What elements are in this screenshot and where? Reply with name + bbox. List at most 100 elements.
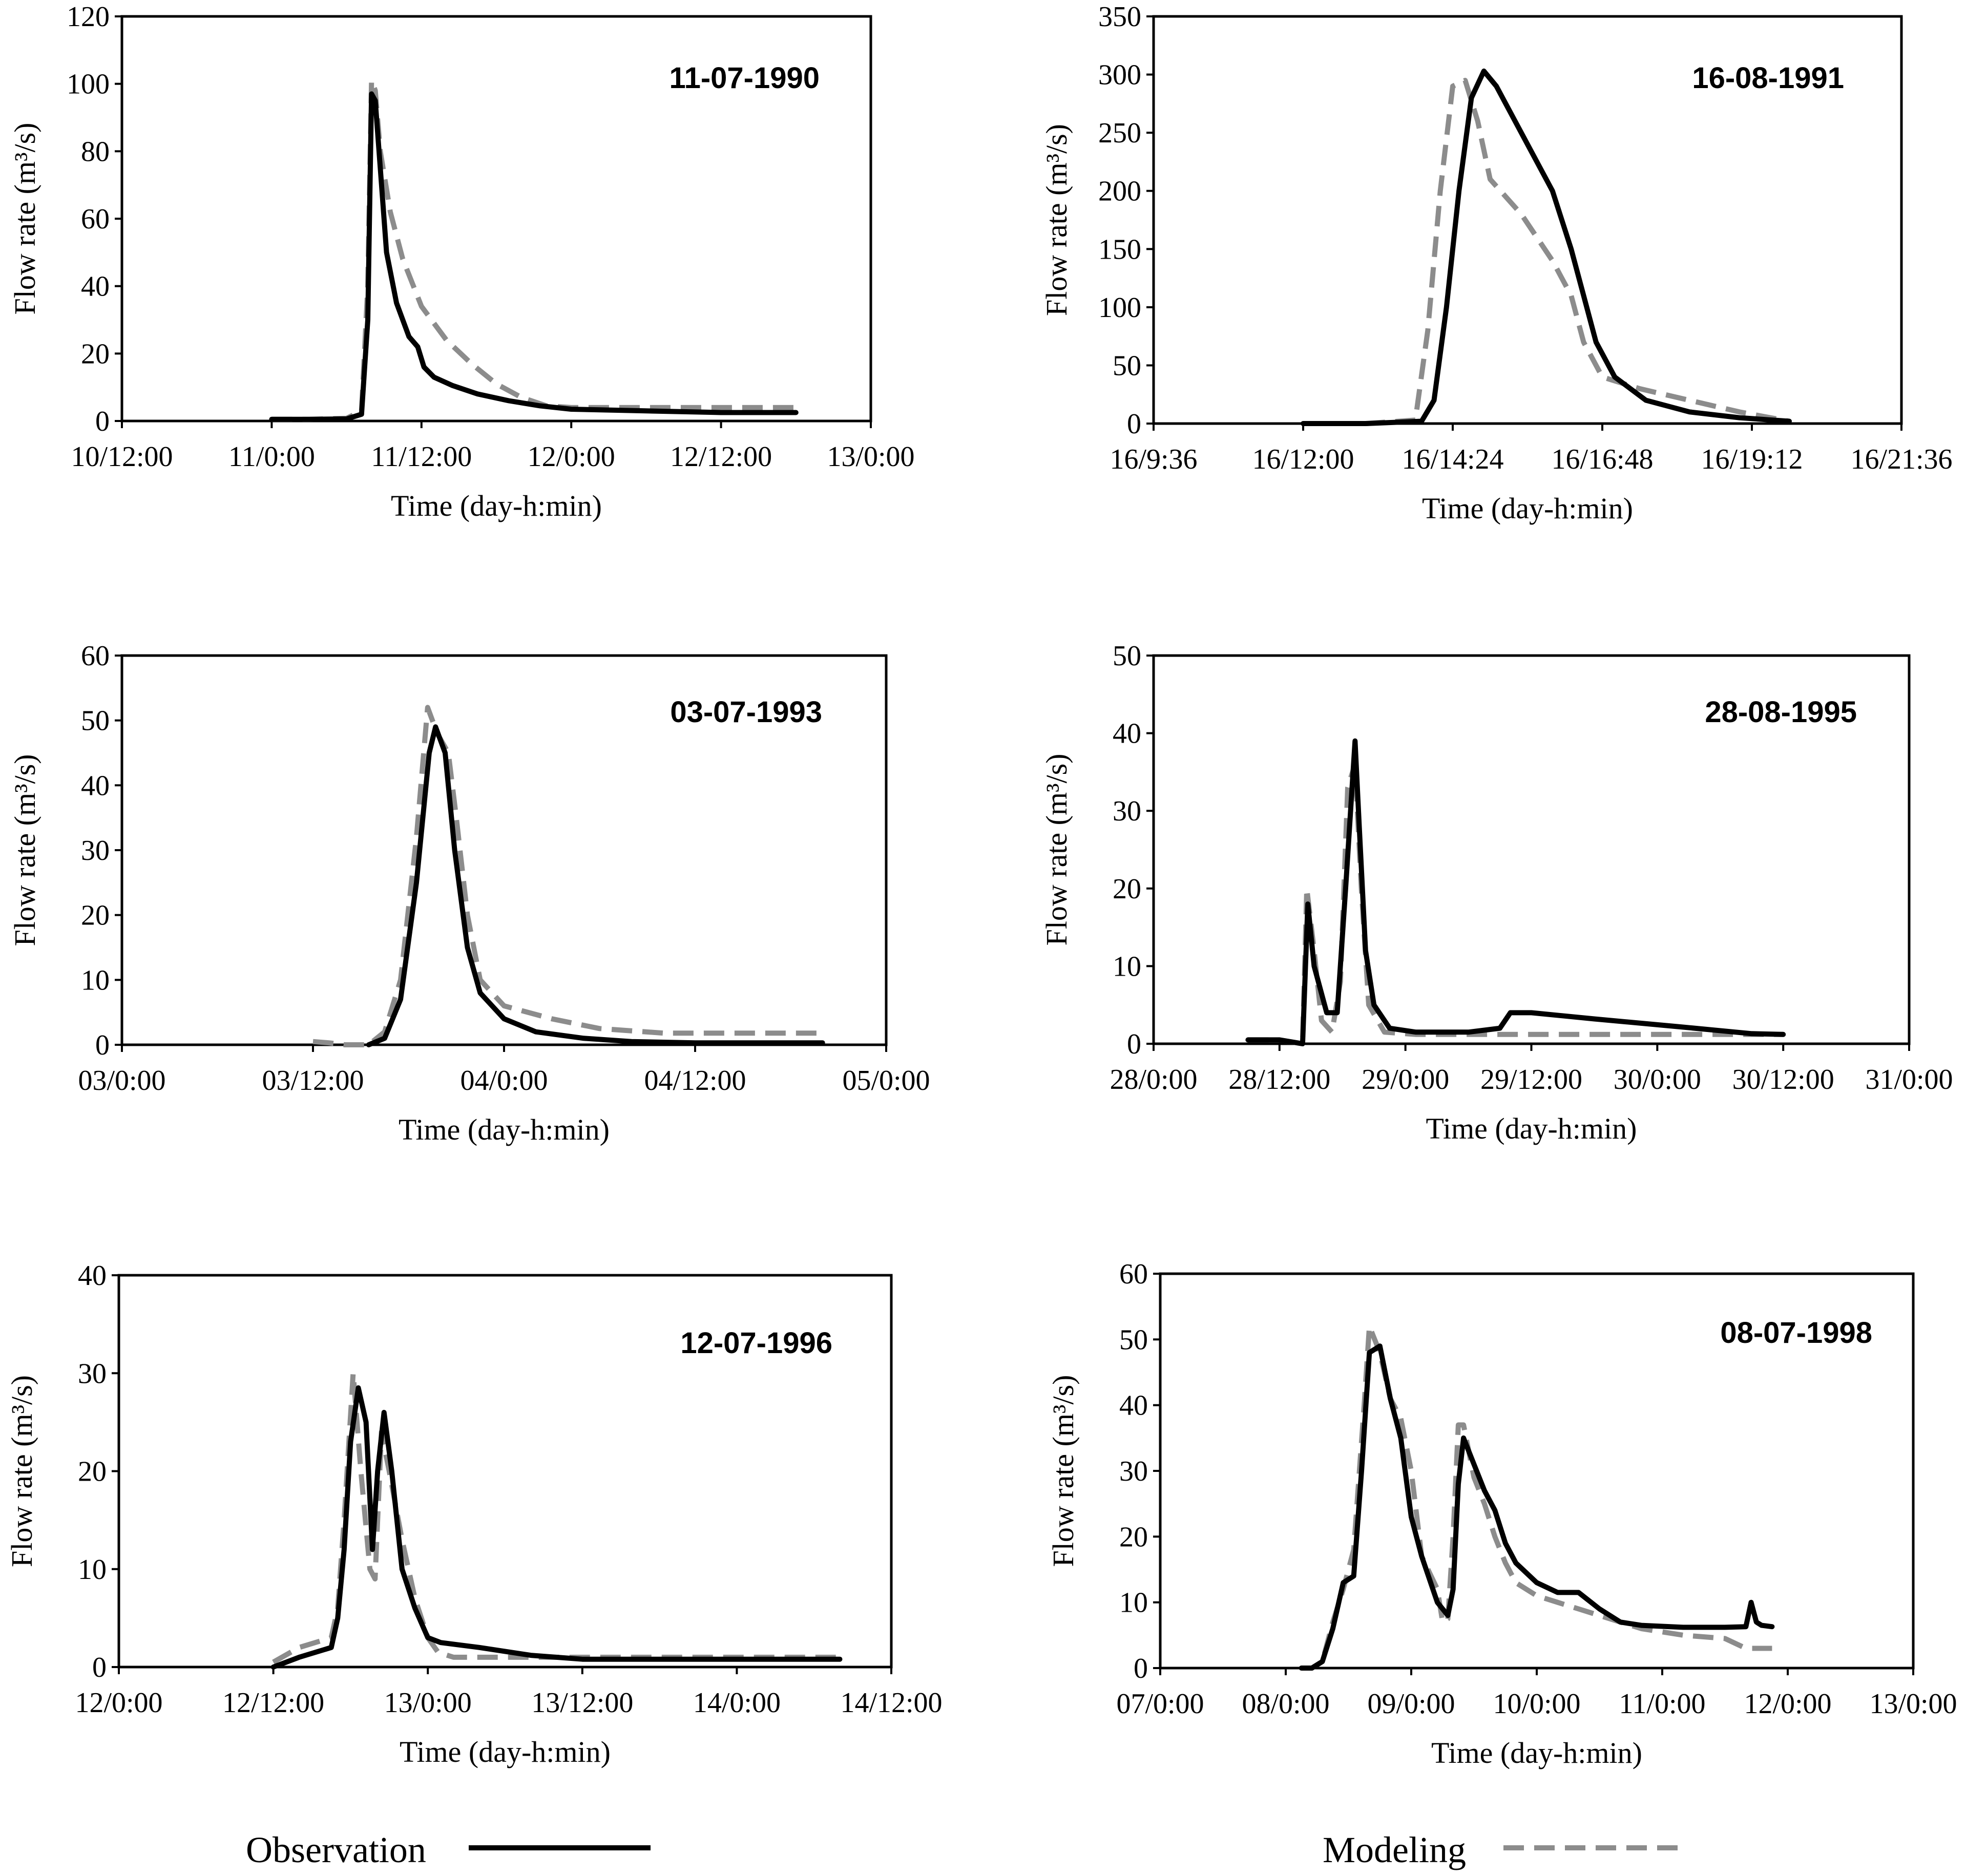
x-tick-label: 28/12:00: [1228, 1064, 1330, 1095]
y-tick-label: 60: [81, 640, 110, 672]
panel-title: 08-07-1998: [1720, 1316, 1872, 1350]
x-tick-label: 10/12:00: [71, 441, 173, 473]
y-tick-label: 20: [81, 338, 110, 370]
x-tick-label: 16/21:36: [1850, 444, 1952, 475]
y-tick-label: 350: [1098, 1, 1141, 33]
y-tick-label: 50: [1113, 640, 1141, 672]
y-tick-label: 150: [1098, 234, 1141, 265]
x-tick-label: 30/0:00: [1614, 1064, 1701, 1095]
y-tick-label: 50: [1119, 1324, 1148, 1356]
x-axis-title: Time (day-h:min): [399, 1113, 610, 1146]
y-tick-label: 20: [1119, 1521, 1148, 1553]
y-axis-title: Flow rate (m³/s): [8, 123, 41, 315]
chart-4: 0 10 20 30 40 50 28/0:00 28/12:00 29/0:00 29/12:0…: [1040, 640, 1953, 1145]
y-tick-label: 20: [78, 1456, 107, 1488]
x-axis-title: Time (day-h:min): [400, 1735, 611, 1768]
x-tick-label: 12/12:00: [222, 1687, 324, 1719]
x-tick-label: 16/9:36: [1110, 444, 1197, 475]
x-tick-label: 08/0:00: [1242, 1688, 1329, 1720]
y-tick-label: 0: [95, 1029, 110, 1061]
chart-6: 0 10 20 30 40 50 60 07/0:00 08/0:00 09/0:00 10/0:0…: [1047, 1258, 1957, 1769]
x-tick-label: 05/0:00: [842, 1065, 930, 1097]
chart-2: 0 50 100 150 200 250 300 350 16/9:36 16/12:00 16/1…: [1040, 1, 1953, 525]
series-modeling: [312, 705, 823, 1047]
y-tick-label: 50: [81, 705, 110, 737]
y-axis-title: Flow rate (m³/s): [1040, 124, 1073, 316]
x-axis-title: Time (day-h:min): [1426, 1112, 1637, 1145]
y-tick-label: 40: [1113, 718, 1141, 750]
series-modeling: [272, 1371, 840, 1664]
y-tick-label: 10: [1113, 951, 1141, 982]
x-tick-label: 16/16:48: [1551, 444, 1653, 475]
y-tick-label: 60: [81, 203, 110, 235]
chart-3: 0 10 20 30 40 50 60 03/0:00 03/12:00 04/0:00 04/12…: [8, 640, 930, 1146]
series-modeling: [1248, 762, 1784, 1046]
legend-observation-label: Observation: [246, 1829, 426, 1870]
series-modeling: [1303, 77, 1790, 426]
y-tick-label: 0: [95, 406, 110, 437]
x-tick-label: 04/0:00: [460, 1065, 548, 1097]
series-observation: [269, 91, 799, 422]
y-axis-title: Flow rate (m³/s): [8, 754, 41, 946]
x-tick-label: 13/0:00: [827, 441, 914, 473]
x-tick-label: 09/0:00: [1367, 1688, 1455, 1720]
x-tick-label: 29/0:00: [1362, 1064, 1449, 1095]
x-tick-label: 11/12:00: [371, 441, 472, 473]
y-tick-label: 10: [78, 1554, 107, 1586]
panel-title: 28-08-1995: [1705, 695, 1857, 729]
y-tick-label: 40: [81, 770, 110, 802]
y-tick-label: 30: [1119, 1456, 1148, 1487]
x-tick-label: 12/0:00: [75, 1687, 162, 1719]
x-tick-label: 11/0:00: [1619, 1688, 1705, 1720]
x-tick-label: 03/12:00: [262, 1065, 364, 1097]
x-tick-label: 13/0:00: [384, 1687, 472, 1719]
y-tick-label: 20: [1113, 873, 1141, 905]
x-tick-label: 07/0:00: [1116, 1688, 1204, 1720]
y-tick-label: 300: [1098, 59, 1141, 91]
y-tick-label: 200: [1098, 176, 1141, 207]
y-tick-label: 250: [1098, 117, 1141, 149]
x-tick-label: 13/12:00: [531, 1687, 633, 1719]
series-observation: [270, 1385, 843, 1670]
legend-modeling-label: Modeling: [1323, 1829, 1466, 1870]
y-tick-label: 30: [1113, 795, 1141, 827]
y-tick-label: 40: [1119, 1390, 1148, 1422]
y-tick-label: 0: [1134, 1653, 1148, 1684]
y-tick-label: 80: [81, 136, 110, 167]
panel-title: 03-07-1993: [670, 695, 822, 729]
y-axis-title: Flow rate (m³/s): [1040, 754, 1073, 946]
plot-frame: [1152, 15, 1903, 425]
x-tick-label: 14/12:00: [840, 1687, 942, 1719]
x-axis-title: Time (day-h:min): [1422, 492, 1633, 525]
x-tick-label: 13/0:00: [1869, 1688, 1957, 1720]
y-tick-label: 40: [78, 1260, 107, 1292]
x-axis-title: Time (day-h:min): [1431, 1736, 1642, 1769]
x-tick-label: 31/0:00: [1865, 1064, 1953, 1095]
y-tick-label: 0: [92, 1652, 107, 1683]
y-tick-label: 30: [78, 1358, 107, 1389]
series-observation: [1301, 68, 1792, 426]
y-tick-label: 20: [81, 900, 110, 932]
y-tick-label: 40: [81, 271, 110, 303]
y-tick-label: 10: [81, 964, 110, 996]
chart-1: 0 20 40 60 80 100 120 10/12:00 11/0:00 11/12:00 12…: [8, 1, 915, 522]
chart-5: 0 10 20 30 40 12/0:00 12/12:00 13/0:00 13/12:00 1…: [5, 1260, 943, 1768]
x-tick-label: 04/12:00: [644, 1065, 746, 1097]
x-tick-label: 16/19:12: [1701, 444, 1803, 475]
x-tick-label: 30/12:00: [1732, 1064, 1834, 1095]
y-tick-label: 0: [1127, 1028, 1141, 1060]
panel-title: 12-07-1996: [680, 1326, 832, 1360]
y-tick-label: 50: [1113, 350, 1141, 382]
x-tick-label: 10/0:00: [1493, 1688, 1580, 1720]
y-tick-label: 100: [1098, 292, 1141, 324]
x-tick-label: 11/0:00: [228, 441, 315, 473]
y-tick-label: 120: [67, 1, 110, 33]
series-modeling: [271, 78, 796, 422]
y-tick-label: 100: [67, 69, 110, 100]
series-observation: [366, 724, 825, 1047]
panel-title: 11-07-1990: [670, 61, 820, 95]
y-tick-label: 60: [1119, 1258, 1148, 1290]
y-axis-title: Flow rate (m³/s): [1047, 1375, 1080, 1567]
